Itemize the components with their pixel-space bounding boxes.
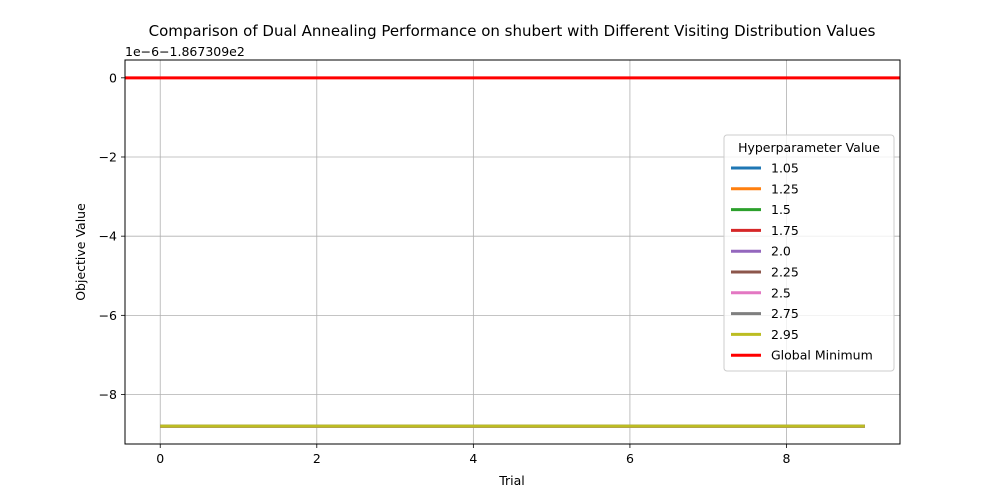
x-tick-label: 6 <box>626 451 634 466</box>
legend-items: 1.05 1.25 1.5 1.75 2.0 2.25 2.5 2.75 2.95 Global … <box>731 161 873 363</box>
legend-title: Hyperparameter Value <box>738 140 880 155</box>
x-tick-label: 2 <box>313 451 321 466</box>
legend-label: 2.25 <box>771 265 799 280</box>
legend-label: 1.75 <box>771 223 799 238</box>
y-tick-label: −6 <box>99 308 117 323</box>
legend-label: 1.05 <box>771 161 799 176</box>
y-tick-label: −2 <box>99 149 117 164</box>
x-tick-label: 0 <box>156 451 164 466</box>
legend-label: 2.95 <box>771 327 799 342</box>
y-offset-text: 1e−6−1.867309e2 <box>125 44 245 59</box>
legend-label: 2.75 <box>771 306 799 321</box>
y-axis-ticks: 0 −2 −4 −6 −8 <box>99 70 125 402</box>
y-tick-label: −4 <box>99 229 117 244</box>
y-tick-label: −8 <box>99 387 117 402</box>
legend-label: Global Minimum <box>771 348 873 363</box>
chart-title: Comparison of Dual Annealing Performance… <box>149 22 876 40</box>
plot-frame <box>124 59 901 445</box>
x-axis-ticks: 0 2 4 6 8 <box>156 444 791 466</box>
y-tick-label: 0 <box>109 70 117 85</box>
legend: Hyperparameter Value 1.05 1.25 1.5 1.75 2.0 2… <box>723 134 895 372</box>
legend-label: 2.0 <box>771 244 791 259</box>
x-tick-label: 4 <box>469 451 477 466</box>
x-axis-label: Trial <box>498 473 525 488</box>
y-axis-label: Objective Value <box>73 203 88 301</box>
legend-label: 2.5 <box>771 285 791 300</box>
legend-label: 1.5 <box>771 202 791 217</box>
x-tick-label: 8 <box>783 451 791 466</box>
legend-label: 1.25 <box>771 181 799 196</box>
legend-frame <box>723 134 895 372</box>
